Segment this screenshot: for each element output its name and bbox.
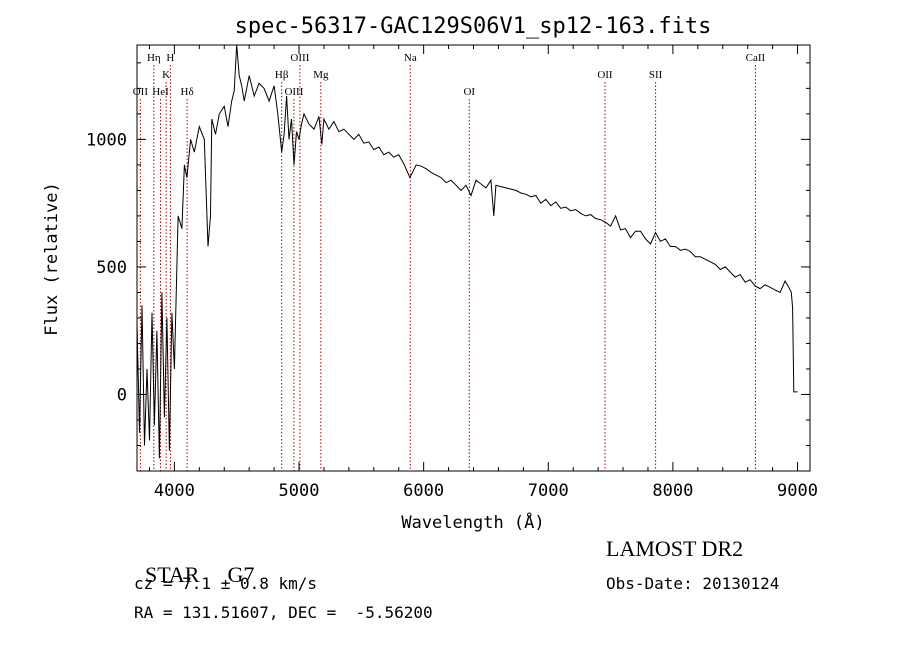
line-marker-label: H [166, 52, 174, 64]
line-marker-label: Hδ [181, 86, 194, 98]
line-marker-label: SII [649, 69, 663, 81]
coords-label: RA = 131.51607, DEC = -5.56200 [134, 603, 433, 622]
line-marker-label: OII [597, 69, 613, 81]
x-tick-label: 9000 [777, 481, 818, 501]
plot-frame [136, 44, 811, 472]
line-marker-label: Hη [147, 52, 161, 64]
line-marker-label: OI [463, 86, 475, 98]
spectral-class: STAR G7 [134, 536, 254, 588]
line-marker-label: K [162, 69, 170, 81]
x-tick-label: 8000 [652, 481, 693, 501]
y-tick-label: 0 [117, 385, 127, 405]
obs-date-label: Obs-Date: 20130124 [606, 574, 780, 593]
plot-axes: 4000 5000 6000 7000 8000 9000 0 500 1000 [86, 44, 818, 501]
line-marker-label: OIII [284, 86, 303, 98]
line-marker-label: OIII [290, 52, 309, 64]
y-tick-label: 1000 [86, 130, 127, 150]
y-axis-label: Flux (relative) [42, 182, 62, 336]
chart-title: spec-56317-GAC129S06V1_sp12-163.fits [235, 14, 712, 39]
class-label: STAR [145, 562, 200, 587]
subclass-label: G7 [227, 562, 255, 587]
line-marker-label: CaII [746, 52, 766, 64]
redshift-label: cz = 7.1 ± 0.8 km/s [134, 574, 318, 593]
y-tick-label: 500 [96, 258, 127, 278]
survey-label: LAMOST DR2 [606, 536, 744, 561]
line-marker-label: Mg [313, 69, 329, 81]
spectrum-series-line [136, 44, 798, 459]
line-marker-label: Hβ [275, 69, 289, 81]
line-marker-label: HeI [152, 86, 169, 98]
line-marker-label: OII [133, 86, 149, 98]
x-tick-label: 6000 [403, 481, 444, 501]
x-tick-label: 5000 [279, 481, 320, 501]
line-marker-label: Na [404, 52, 417, 64]
x-tick-label: 7000 [528, 481, 569, 501]
x-axis-label: Wavelength (Å) [401, 511, 544, 533]
x-tick-label: 4000 [154, 481, 195, 501]
